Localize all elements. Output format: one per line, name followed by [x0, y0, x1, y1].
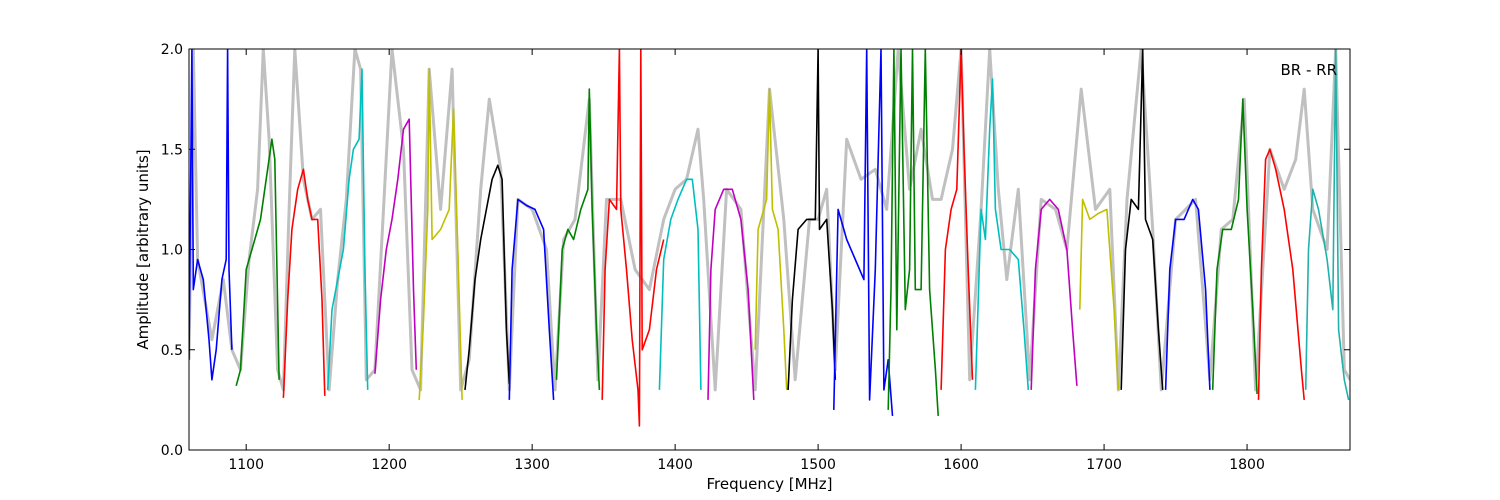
chart-annotation: BR - RR	[1280, 61, 1337, 79]
series-layer	[189, 49, 1350, 427]
series-line-11	[658, 178, 702, 390]
x-tick-label: 1300	[514, 457, 550, 473]
x-tick-label: 1800	[1229, 457, 1265, 473]
x-tick-label: 1100	[228, 457, 264, 473]
x-tick-label: 1600	[943, 457, 979, 473]
series-line-6	[418, 68, 463, 400]
y-tick-label: 1.0	[161, 243, 183, 259]
reference-envelope	[189, 49, 1350, 392]
series-line-13	[754, 88, 788, 390]
series-line-4	[326, 68, 369, 390]
x-tick-label: 1400	[657, 457, 693, 473]
reference-line	[189, 49, 1350, 392]
series-line-22	[1164, 198, 1211, 390]
x-tick-label: 1200	[371, 457, 407, 473]
x-axis: 1100 1200 1300 1400 1500 1600 1700 1800	[228, 49, 1265, 473]
y-tick-label: 0.0	[161, 443, 183, 459]
series-line-16	[887, 49, 939, 416]
y-tick-label: 1.5	[161, 142, 183, 158]
series-line-3	[282, 168, 326, 398]
series-line-7	[464, 164, 511, 390]
series-line-20	[1079, 198, 1120, 390]
series-line-5	[374, 118, 418, 374]
series-line-18	[974, 78, 1030, 390]
y-axis-label: Amplitude [arbitrary units]	[134, 149, 152, 349]
series-line-25	[1304, 49, 1350, 401]
series-line-15	[833, 49, 894, 416]
series-line-23	[1211, 98, 1258, 394]
series-line-21	[1120, 49, 1164, 390]
x-axis-label: Frequency [MHz]	[706, 475, 832, 493]
series-line-2	[235, 138, 280, 387]
series-line-10	[601, 49, 665, 427]
series-line-19	[1030, 198, 1078, 390]
series-line-14	[787, 49, 837, 390]
y-tick-label: 2.0	[161, 42, 183, 58]
series-line-24	[1257, 148, 1305, 400]
series-line-1	[189, 49, 233, 381]
series-line-8	[508, 198, 555, 400]
y-axis: 0.0 0.5 1.0 1.5 2.0	[161, 42, 1350, 459]
series-line-12	[707, 188, 755, 400]
x-tick-label: 1700	[1086, 457, 1122, 473]
x-tick-label: 1500	[800, 457, 836, 473]
series-line-9	[555, 88, 601, 390]
y-tick-label: 0.5	[161, 343, 183, 359]
series-line-17	[940, 49, 974, 390]
